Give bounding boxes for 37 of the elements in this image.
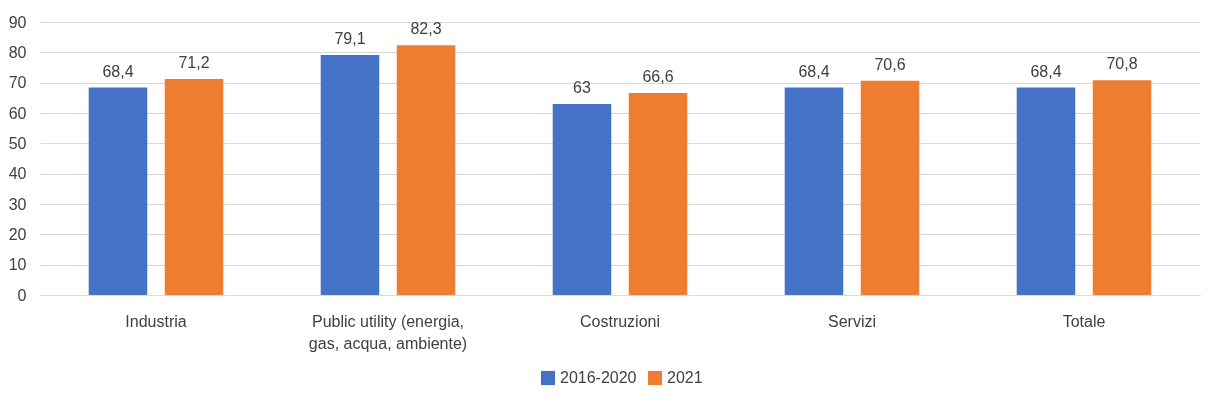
bar <box>784 87 844 295</box>
data-label: 68,4 <box>798 62 830 80</box>
bar <box>1092 80 1152 295</box>
data-label: 66,6 <box>642 67 674 85</box>
y-tick-label: 80 <box>8 43 27 61</box>
bar <box>1016 87 1076 295</box>
legend-label: 2016-2020 <box>560 369 637 386</box>
data-label: 63 <box>573 78 591 96</box>
y-tick-label: 40 <box>8 165 27 183</box>
y-tick-label: 90 <box>8 13 27 31</box>
data-label: 79,1 <box>334 30 366 48</box>
data-label: 68,4 <box>102 62 134 80</box>
bar <box>628 92 688 295</box>
bar <box>320 55 380 295</box>
y-tick-label: 0 <box>17 286 27 304</box>
x-tick-label: Public utility (energia, gas, acqua, ambiente) <box>308 312 468 352</box>
x-tick-label: Totale <box>1062 312 1106 330</box>
data-label: 82,3 <box>410 20 442 38</box>
data-label: 68,4 <box>1030 62 1062 80</box>
bar <box>860 80 920 295</box>
bar <box>552 103 612 295</box>
y-tick-label: 60 <box>8 104 27 122</box>
data-label: 70,8 <box>1106 55 1138 73</box>
bar <box>396 45 456 295</box>
x-tick-label: Servizi <box>827 312 877 330</box>
y-tick-label: 30 <box>8 195 27 213</box>
bar <box>164 79 224 295</box>
y-tick-label: 70 <box>8 74 27 92</box>
bar <box>88 87 148 295</box>
x-tick-label: Costruzioni <box>579 312 661 330</box>
y-tick-label: 50 <box>8 134 27 152</box>
legend-label: 2021 <box>667 369 703 386</box>
y-tick-label: 10 <box>8 256 27 274</box>
data-label: 70,6 <box>874 55 906 73</box>
y-tick-label: 20 <box>8 225 27 243</box>
data-label: 71,2 <box>178 54 210 72</box>
x-tick-label: Industria <box>125 312 187 330</box>
